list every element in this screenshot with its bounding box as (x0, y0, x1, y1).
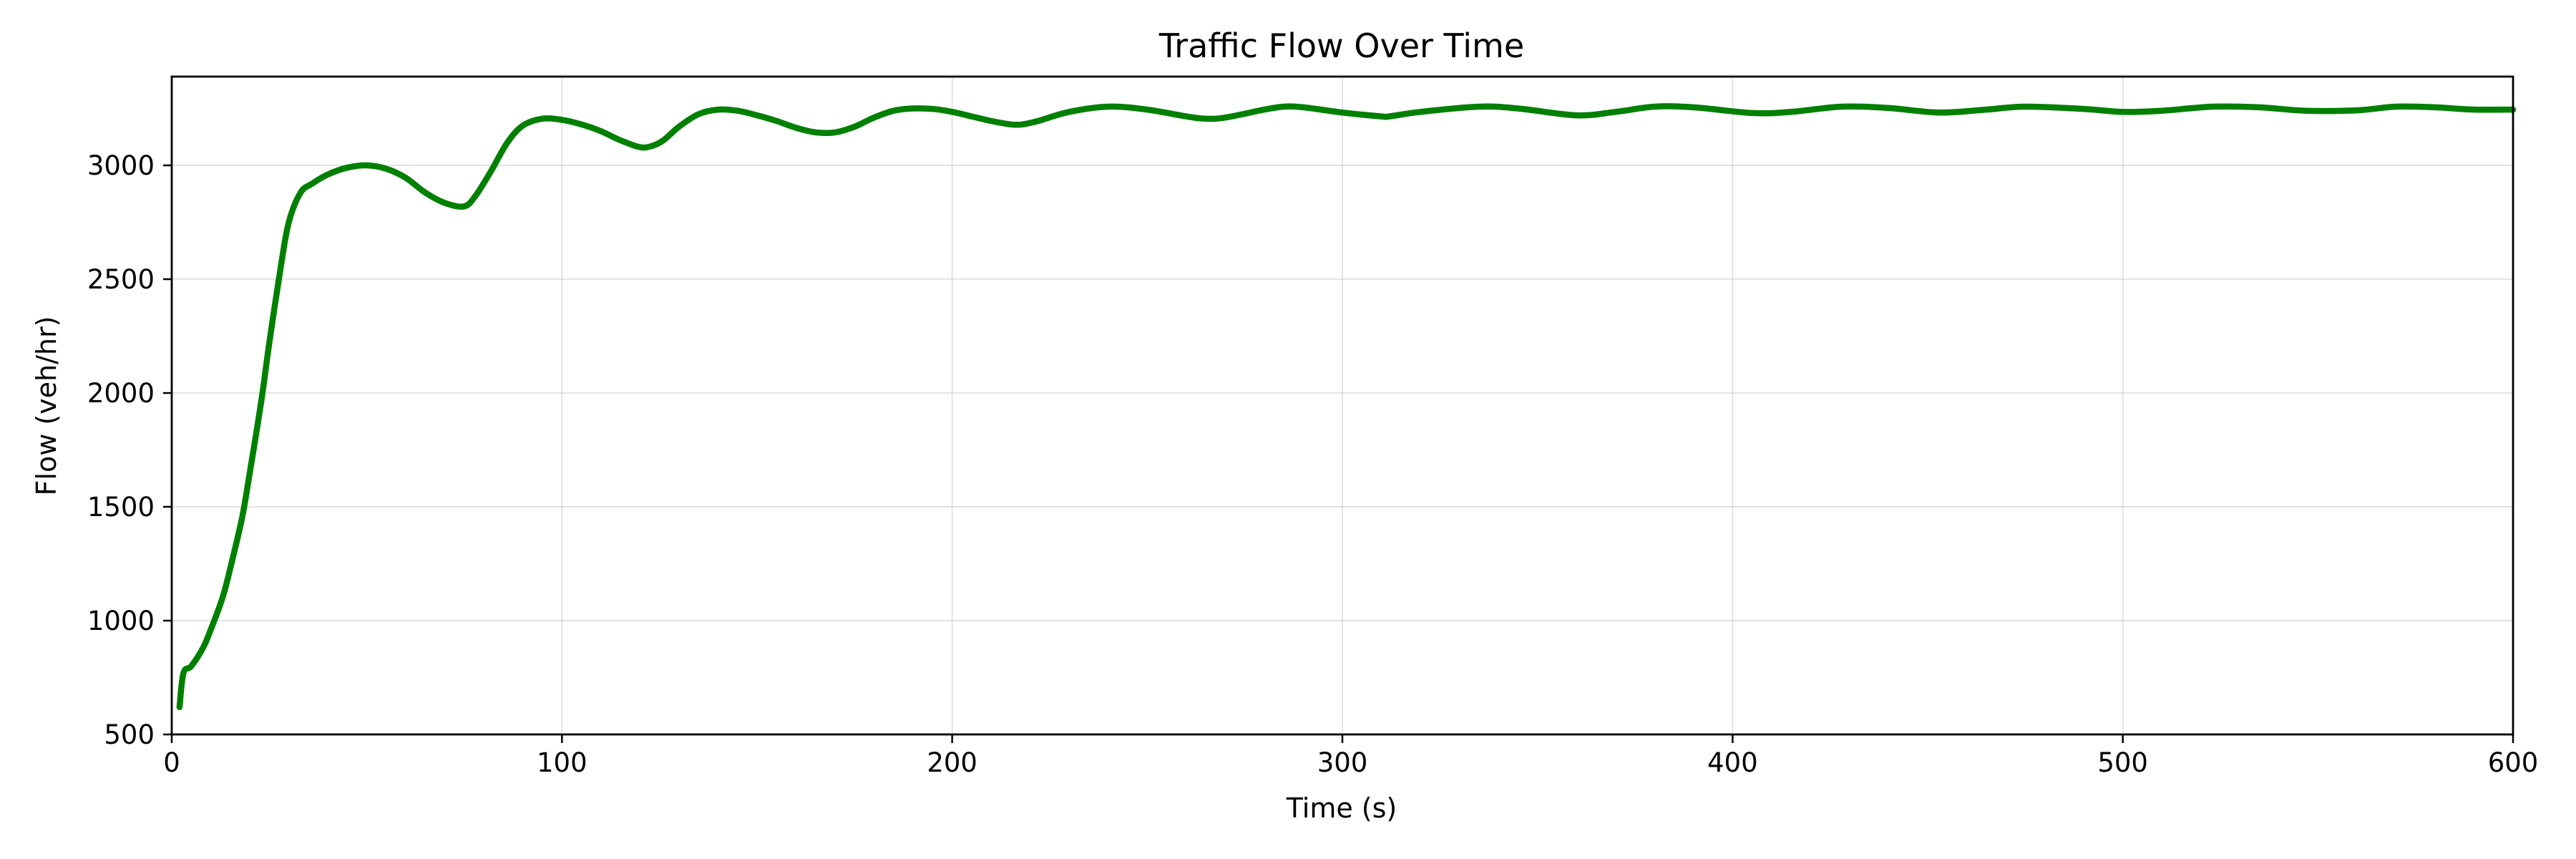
x-tick-label: 0 (163, 747, 180, 778)
series-layer (176, 103, 2517, 711)
y-tick-label: 1500 (87, 492, 155, 523)
x-tick-label: 300 (1317, 747, 1368, 778)
flow-series-line (176, 103, 2517, 711)
y-tick-label: 2000 (87, 378, 155, 409)
x-tick-label: 500 (2097, 747, 2148, 778)
tick-layer: 0 100 200 300 400 500 600 500 1000 1500 2000 2500 30… (87, 150, 2538, 778)
y-tick-label: 1000 (87, 606, 155, 636)
y-tick-label: 500 (104, 719, 155, 750)
grid-layer (171, 77, 2514, 735)
x-tick-label: 100 (537, 747, 587, 778)
x-tick-label: 600 (2488, 747, 2539, 778)
x-tick-label: 200 (927, 747, 977, 778)
y-axis-label: Flow (veh/hr) (31, 316, 62, 496)
y-tick-label: 2500 (87, 264, 155, 295)
y-tick-label: 3000 (87, 150, 155, 181)
x-axis-label: Time (s) (1286, 792, 1397, 824)
x-tick-label: 400 (1707, 747, 1758, 778)
chart-title: Traffic Flow Over Time (1158, 26, 1524, 65)
